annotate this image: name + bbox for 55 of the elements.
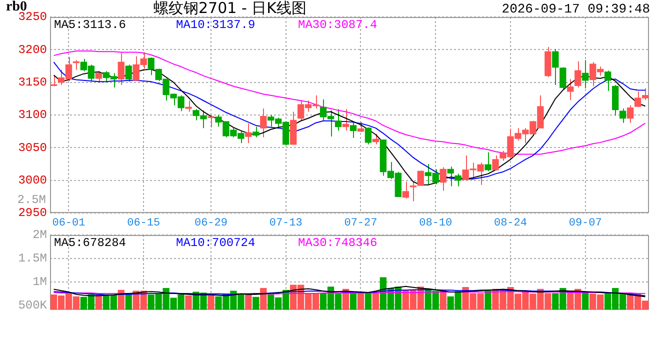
candlestick	[574, 60, 582, 88]
candlestick	[484, 152, 492, 172]
x-tick-label: 08-24	[494, 218, 528, 230]
candlestick	[342, 108, 350, 132]
text: MA30:3087.4	[298, 18, 378, 32]
text: MA10:700724	[176, 236, 256, 250]
text: 2.5M	[17, 193, 46, 208]
candlestick	[208, 115, 214, 128]
y-tick-label: 2950	[18, 206, 47, 220]
candlestick	[260, 108, 267, 138]
candlestick	[604, 70, 612, 92]
x-tick-label: 07-27	[344, 218, 378, 230]
candlestick	[252, 126, 260, 138]
y-tick-label: 3000	[18, 174, 47, 188]
candlestick	[125, 64, 132, 82]
candlestick	[454, 173, 462, 187]
x-tick-label: 06-01	[52, 218, 86, 230]
candlestick	[402, 181, 409, 200]
text: 2026-09-17 09:39:48	[502, 1, 650, 16]
text: MA5:3113.6	[54, 18, 126, 32]
x-tick-label: 09-07	[568, 218, 602, 230]
y-tick-label: 2M	[32, 228, 47, 242]
candlestick	[245, 122, 252, 144]
y-tick-label: 3200	[18, 42, 47, 57]
candlestick	[357, 122, 364, 132]
candlestick	[350, 122, 357, 138]
candlestick	[552, 48, 559, 86]
chart-title: 螺纹钢2701 - 日K线图	[154, 0, 306, 17]
candlestick	[118, 52, 124, 86]
candlestick	[492, 155, 499, 172]
y-tick-label: 1.5M	[18, 252, 47, 266]
y-tick-label: 3050	[18, 140, 47, 155]
text: MA10:3137.9	[176, 18, 256, 32]
candlestick	[560, 66, 566, 90]
y-tick-label: 1M	[32, 274, 47, 289]
candlestick	[372, 133, 380, 145]
x-tick-label: 07-13	[269, 218, 302, 230]
y-tick-label: 3150	[18, 76, 47, 90]
candlestick	[334, 108, 342, 132]
text: MA5:678284	[54, 236, 126, 250]
candlestick	[626, 104, 634, 124]
x-tick-label: 08-10	[419, 218, 452, 230]
candlestick	[567, 78, 574, 100]
y-tick-label: 500K	[18, 298, 48, 312]
x-tick-label: 06-15	[127, 218, 160, 230]
candlestick	[440, 166, 446, 192]
candlestick	[582, 60, 589, 89]
y-tick-label: 3100	[18, 108, 47, 122]
text: MA30:748346	[298, 236, 378, 250]
candlestick	[364, 126, 372, 145]
x-tick-label: 06-29	[194, 218, 228, 230]
candlestick	[447, 166, 454, 187]
candlestick	[185, 100, 192, 112]
candlestick	[619, 108, 626, 124]
candlestick	[95, 70, 102, 83]
